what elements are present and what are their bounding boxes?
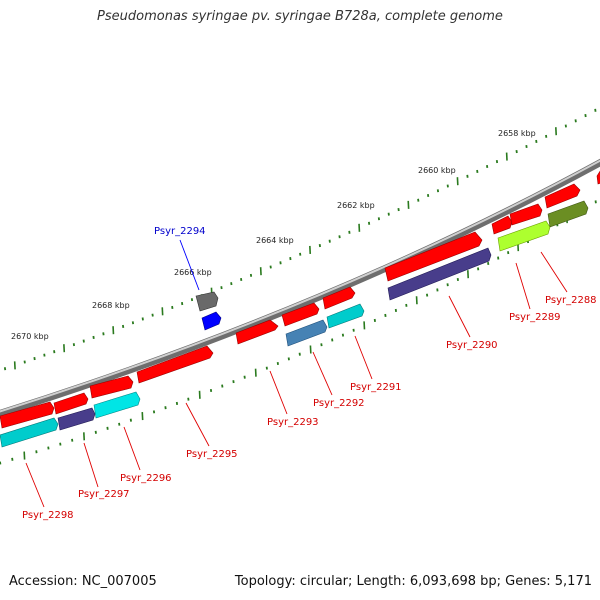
gene-feature[interactable] (322, 286, 356, 310)
gene-feature[interactable] (235, 319, 279, 345)
gene-label-psyr-2293[interactable]: Psyr_2293 (267, 417, 319, 428)
gene-feature[interactable] (0, 417, 59, 448)
gene-label-psyr-2294[interactable]: Psyr_2294 (154, 226, 206, 237)
accession-label: Accession: NC_007005 (9, 574, 157, 589)
tick-ring (0, 108, 597, 465)
gene-label-psyr-2296[interactable]: Psyr_2296 (120, 473, 172, 484)
genome-backbone (0, 158, 600, 418)
kbp-label-2662: 2662 kbp (337, 201, 375, 210)
gene-label-psyr-2295[interactable]: Psyr_2295 (186, 449, 238, 460)
kbp-label-2668: 2668 kbp (92, 301, 130, 310)
gene-label-psyr-2290[interactable]: Psyr_2290 (446, 340, 498, 351)
gene-label-psyr-2298[interactable]: Psyr_2298 (22, 510, 74, 521)
leader-lines (25, 239, 568, 508)
gene-feature[interactable] (201, 311, 222, 331)
gene-feature[interactable] (497, 220, 551, 252)
genome-backbone-highlight (0, 159, 600, 413)
forward-features (0, 168, 600, 429)
gene-feature[interactable] (195, 291, 219, 312)
gene-feature[interactable] (387, 247, 492, 301)
gene-feature[interactable] (0, 401, 55, 429)
gene-feature[interactable] (53, 392, 89, 415)
genome-summary: Topology: circular; Length: 6,093,698 bp… (234, 574, 592, 589)
gene-label-psyr-2288[interactable]: Psyr_2288 (545, 295, 597, 306)
gene-feature[interactable] (93, 391, 141, 419)
gene-feature[interactable] (547, 200, 589, 228)
gene-label-psyr-2289[interactable]: Psyr_2289 (509, 312, 561, 323)
gene-feature[interactable] (384, 231, 483, 282)
gene-feature[interactable] (57, 407, 96, 431)
gene-feature[interactable] (281, 302, 320, 327)
gene-label-psyr-2291[interactable]: Psyr_2291 (350, 382, 402, 393)
kbp-label-2658: 2658 kbp (498, 129, 536, 138)
gene-feature[interactable] (89, 375, 134, 399)
gene-feature[interactable] (509, 203, 543, 226)
kbp-label-2670: 2670 kbp (11, 332, 49, 341)
gene-feature[interactable] (136, 345, 214, 384)
kbp-label-2666: 2666 kbp (174, 268, 212, 277)
gene-label-psyr-2292[interactable]: Psyr_2292 (313, 398, 365, 409)
gene-feature[interactable] (285, 319, 328, 347)
gene-feature[interactable] (491, 215, 513, 235)
kbp-label-2660: 2660 kbp (418, 166, 456, 175)
gene-feature[interactable] (544, 183, 581, 209)
reverse-features (0, 200, 589, 448)
gene-feature[interactable] (596, 168, 600, 185)
gene-feature[interactable] (326, 303, 365, 329)
gene-label-psyr-2297[interactable]: Psyr_2297 (78, 489, 130, 500)
kbp-label-2664: 2664 kbp (256, 236, 294, 245)
map-title: Pseudomonas syringae pv. syringae B728a,… (97, 9, 503, 24)
